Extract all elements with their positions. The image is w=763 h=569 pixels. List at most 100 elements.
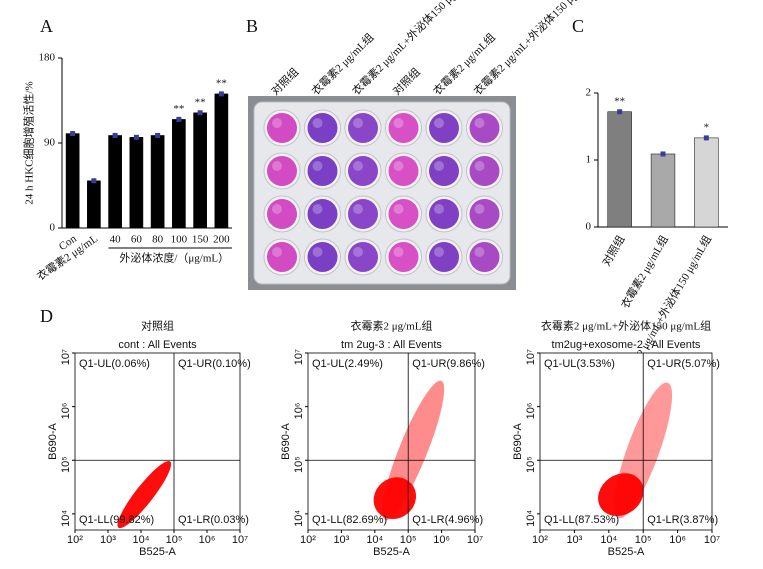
x-tick-label: 10³: [333, 534, 349, 546]
column-label: 对照组: [268, 65, 301, 98]
well-shine: [434, 247, 444, 257]
well-shine: [312, 118, 323, 128]
significance-label: **: [216, 77, 227, 89]
well: [348, 113, 378, 143]
well-shine: [474, 118, 485, 128]
well-shine: [272, 204, 282, 214]
y-tick-label: 10⁴: [60, 510, 72, 527]
y-axis-label: B690-A: [512, 422, 524, 459]
quadrant-label: Q1-UL(2.49%): [312, 358, 383, 370]
x-tick-label: 150: [192, 234, 209, 246]
y-tick-label: 10⁵: [525, 456, 537, 473]
x-tick-label: 80: [152, 234, 164, 246]
well: [388, 242, 419, 272]
x-tick-label: 10⁴: [600, 534, 617, 546]
bar: [150, 135, 165, 229]
well-shine: [353, 161, 363, 171]
well: [348, 156, 378, 186]
significance-label: **: [195, 96, 206, 108]
y-tick-label: 10⁷: [60, 349, 72, 365]
x-tick-label: 10²: [300, 534, 316, 546]
x-tick-label: 10³: [100, 534, 116, 546]
y-tick-label: 10⁵: [60, 456, 72, 473]
x-tick-label: 60: [131, 234, 143, 246]
x-tick-label: 10⁴: [366, 534, 383, 546]
data-point: [703, 135, 709, 141]
plot-title: 衣霉素2 μg/mL+外泌体150 μg/mL组: [541, 319, 711, 333]
well-shine: [434, 161, 444, 171]
quadrant-label: Q1-LR(3.87%): [647, 514, 718, 526]
well-shine: [474, 204, 485, 214]
well-shine: [474, 247, 485, 257]
y-tick-label: 10⁶: [60, 403, 72, 420]
well: [469, 156, 500, 186]
well: [307, 113, 338, 143]
plot-title: 对照组: [141, 319, 174, 333]
well-shine: [312, 161, 323, 171]
x-tick-label: 10⁷: [704, 534, 720, 546]
x-axis-label: B525-A: [139, 546, 176, 558]
quadrant-label: Q1-UR(0.10%): [178, 358, 251, 370]
y-tick-label: 10⁴: [293, 510, 305, 527]
well: [307, 156, 338, 186]
significance-label: **: [614, 95, 625, 107]
well: [388, 113, 419, 143]
bar: [65, 133, 80, 229]
plot-subtitle: tm2ug+exosome-2 : All Events: [552, 339, 701, 351]
x-axis-label: B525-A: [608, 546, 645, 558]
quadrant-label: Q1-LR(0.03%): [178, 514, 249, 526]
column-label: 衣霉素2 μg/mL+外泌体150 μg/mL组: [349, 0, 479, 98]
x-tick-label: 10²: [532, 534, 548, 546]
bar: [193, 112, 207, 229]
x-tick-label: 10⁶: [199, 534, 216, 546]
bar: [172, 119, 186, 229]
column-label: 对照组: [390, 65, 423, 98]
plate: [253, 101, 511, 285]
significance-label: *: [704, 121, 710, 133]
data-point: [155, 132, 161, 138]
well-shine: [393, 247, 404, 257]
bar: [87, 180, 101, 229]
x-tick-label: 衣霉素2 μg/mL组: [618, 233, 671, 311]
well: [267, 156, 297, 186]
quadrant-label: Q1-LL(87.53%): [544, 514, 619, 526]
y-tick-label: 10⁷: [525, 349, 537, 365]
y-tick-label: 0: [586, 221, 592, 233]
well: [388, 199, 419, 229]
x-tick-label: 10⁷: [232, 534, 248, 546]
quadrant-label: Q1-UL(0.06%): [79, 358, 150, 370]
bar: [129, 137, 144, 229]
well-shine: [393, 118, 404, 128]
well-shine: [434, 118, 444, 128]
x-axis-label: 外泌体浓度/（μg/mL）: [119, 251, 229, 265]
y-tick-label: 10⁵: [293, 456, 305, 473]
quadrant-label: Q1-LL(82.69%): [312, 514, 387, 526]
event-density: [598, 473, 644, 516]
bar: [650, 153, 676, 228]
well-shine: [434, 204, 444, 214]
y-tick-label: 0: [50, 222, 56, 234]
well: [429, 199, 459, 229]
well: [307, 199, 338, 229]
well: [348, 199, 378, 229]
well: [348, 242, 378, 272]
plot-subtitle: tm 2ug-3 : All Events: [341, 339, 442, 351]
bar: [694, 137, 719, 228]
x-tick-label: 40: [110, 234, 122, 246]
bar: [214, 93, 229, 229]
well-shine: [393, 161, 404, 171]
well: [469, 242, 500, 272]
y-tick-label: 2: [586, 87, 592, 99]
well: [429, 156, 459, 186]
quadrant-label: Q1-LR(4.96%): [412, 514, 483, 526]
well-shine: [353, 204, 363, 214]
quadrant-label: Q1-LL(99.82%): [79, 514, 154, 526]
y-axis-label: B690-A: [280, 422, 292, 459]
quadrant-label: Q1-UL(3.53%): [544, 358, 615, 370]
y-tick-label: 180: [39, 52, 56, 64]
well-shine: [312, 204, 323, 214]
well: [267, 242, 297, 272]
well-shine: [353, 247, 363, 257]
data-point: [112, 132, 118, 138]
